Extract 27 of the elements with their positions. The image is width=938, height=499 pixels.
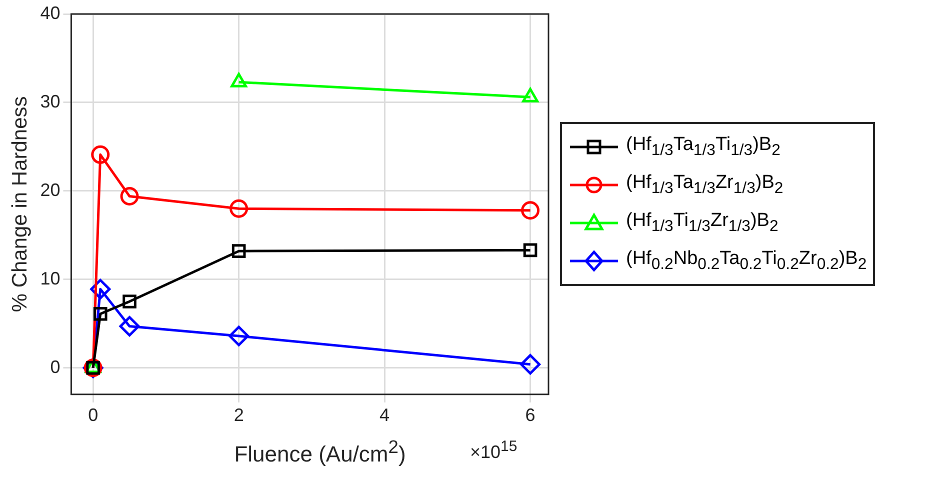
x-tick-label: 0 xyxy=(88,405,98,426)
y-tick-label: 10 xyxy=(40,268,60,288)
y-axis-title: % Change in Hardness xyxy=(8,96,32,312)
x-tick-label: 2 xyxy=(234,405,244,426)
point xyxy=(230,199,248,218)
y-tick-label: 0 xyxy=(50,356,60,377)
point xyxy=(122,294,136,308)
point xyxy=(119,316,140,337)
point xyxy=(521,201,540,220)
point xyxy=(120,186,139,206)
point xyxy=(91,145,110,164)
point xyxy=(93,306,108,321)
x-tick-label: 6 xyxy=(525,405,536,426)
y-tick-label: 40 xyxy=(40,2,60,23)
x-tick-label: 4 xyxy=(380,405,390,426)
y-tick-label: 30 xyxy=(40,91,60,112)
legend-label: (Hf$_{1/3}$Ti$_{1/3}$Zr$_{1/3}$)B$_{2}$ xyxy=(626,210,778,236)
point xyxy=(228,326,250,346)
text: ×10$^{15}$ xyxy=(470,438,518,463)
y-tick-label: 20 xyxy=(40,180,60,200)
legend-label: (Hf$_{1/3}$Ta$_{1/3}$Zr$_{1/3}$)B$_{2}$ xyxy=(626,172,784,198)
text: (Hf$_{0.2}$Nb$_{0.2}$Ta$_{0.2}$Ti$_{0.2}$Zr$_{0.2}$)B$_{2}$ xyxy=(626,248,867,273)
point xyxy=(523,243,538,258)
point xyxy=(232,244,246,258)
point xyxy=(520,354,541,375)
legend-label: (Hf$_{1/3}$Ta$_{1/3}$Ti$_{1/3}$)B$_{2}$ xyxy=(626,134,780,160)
x-axis-title: Fluence (Au/cm$^{2}$) xyxy=(234,436,406,466)
